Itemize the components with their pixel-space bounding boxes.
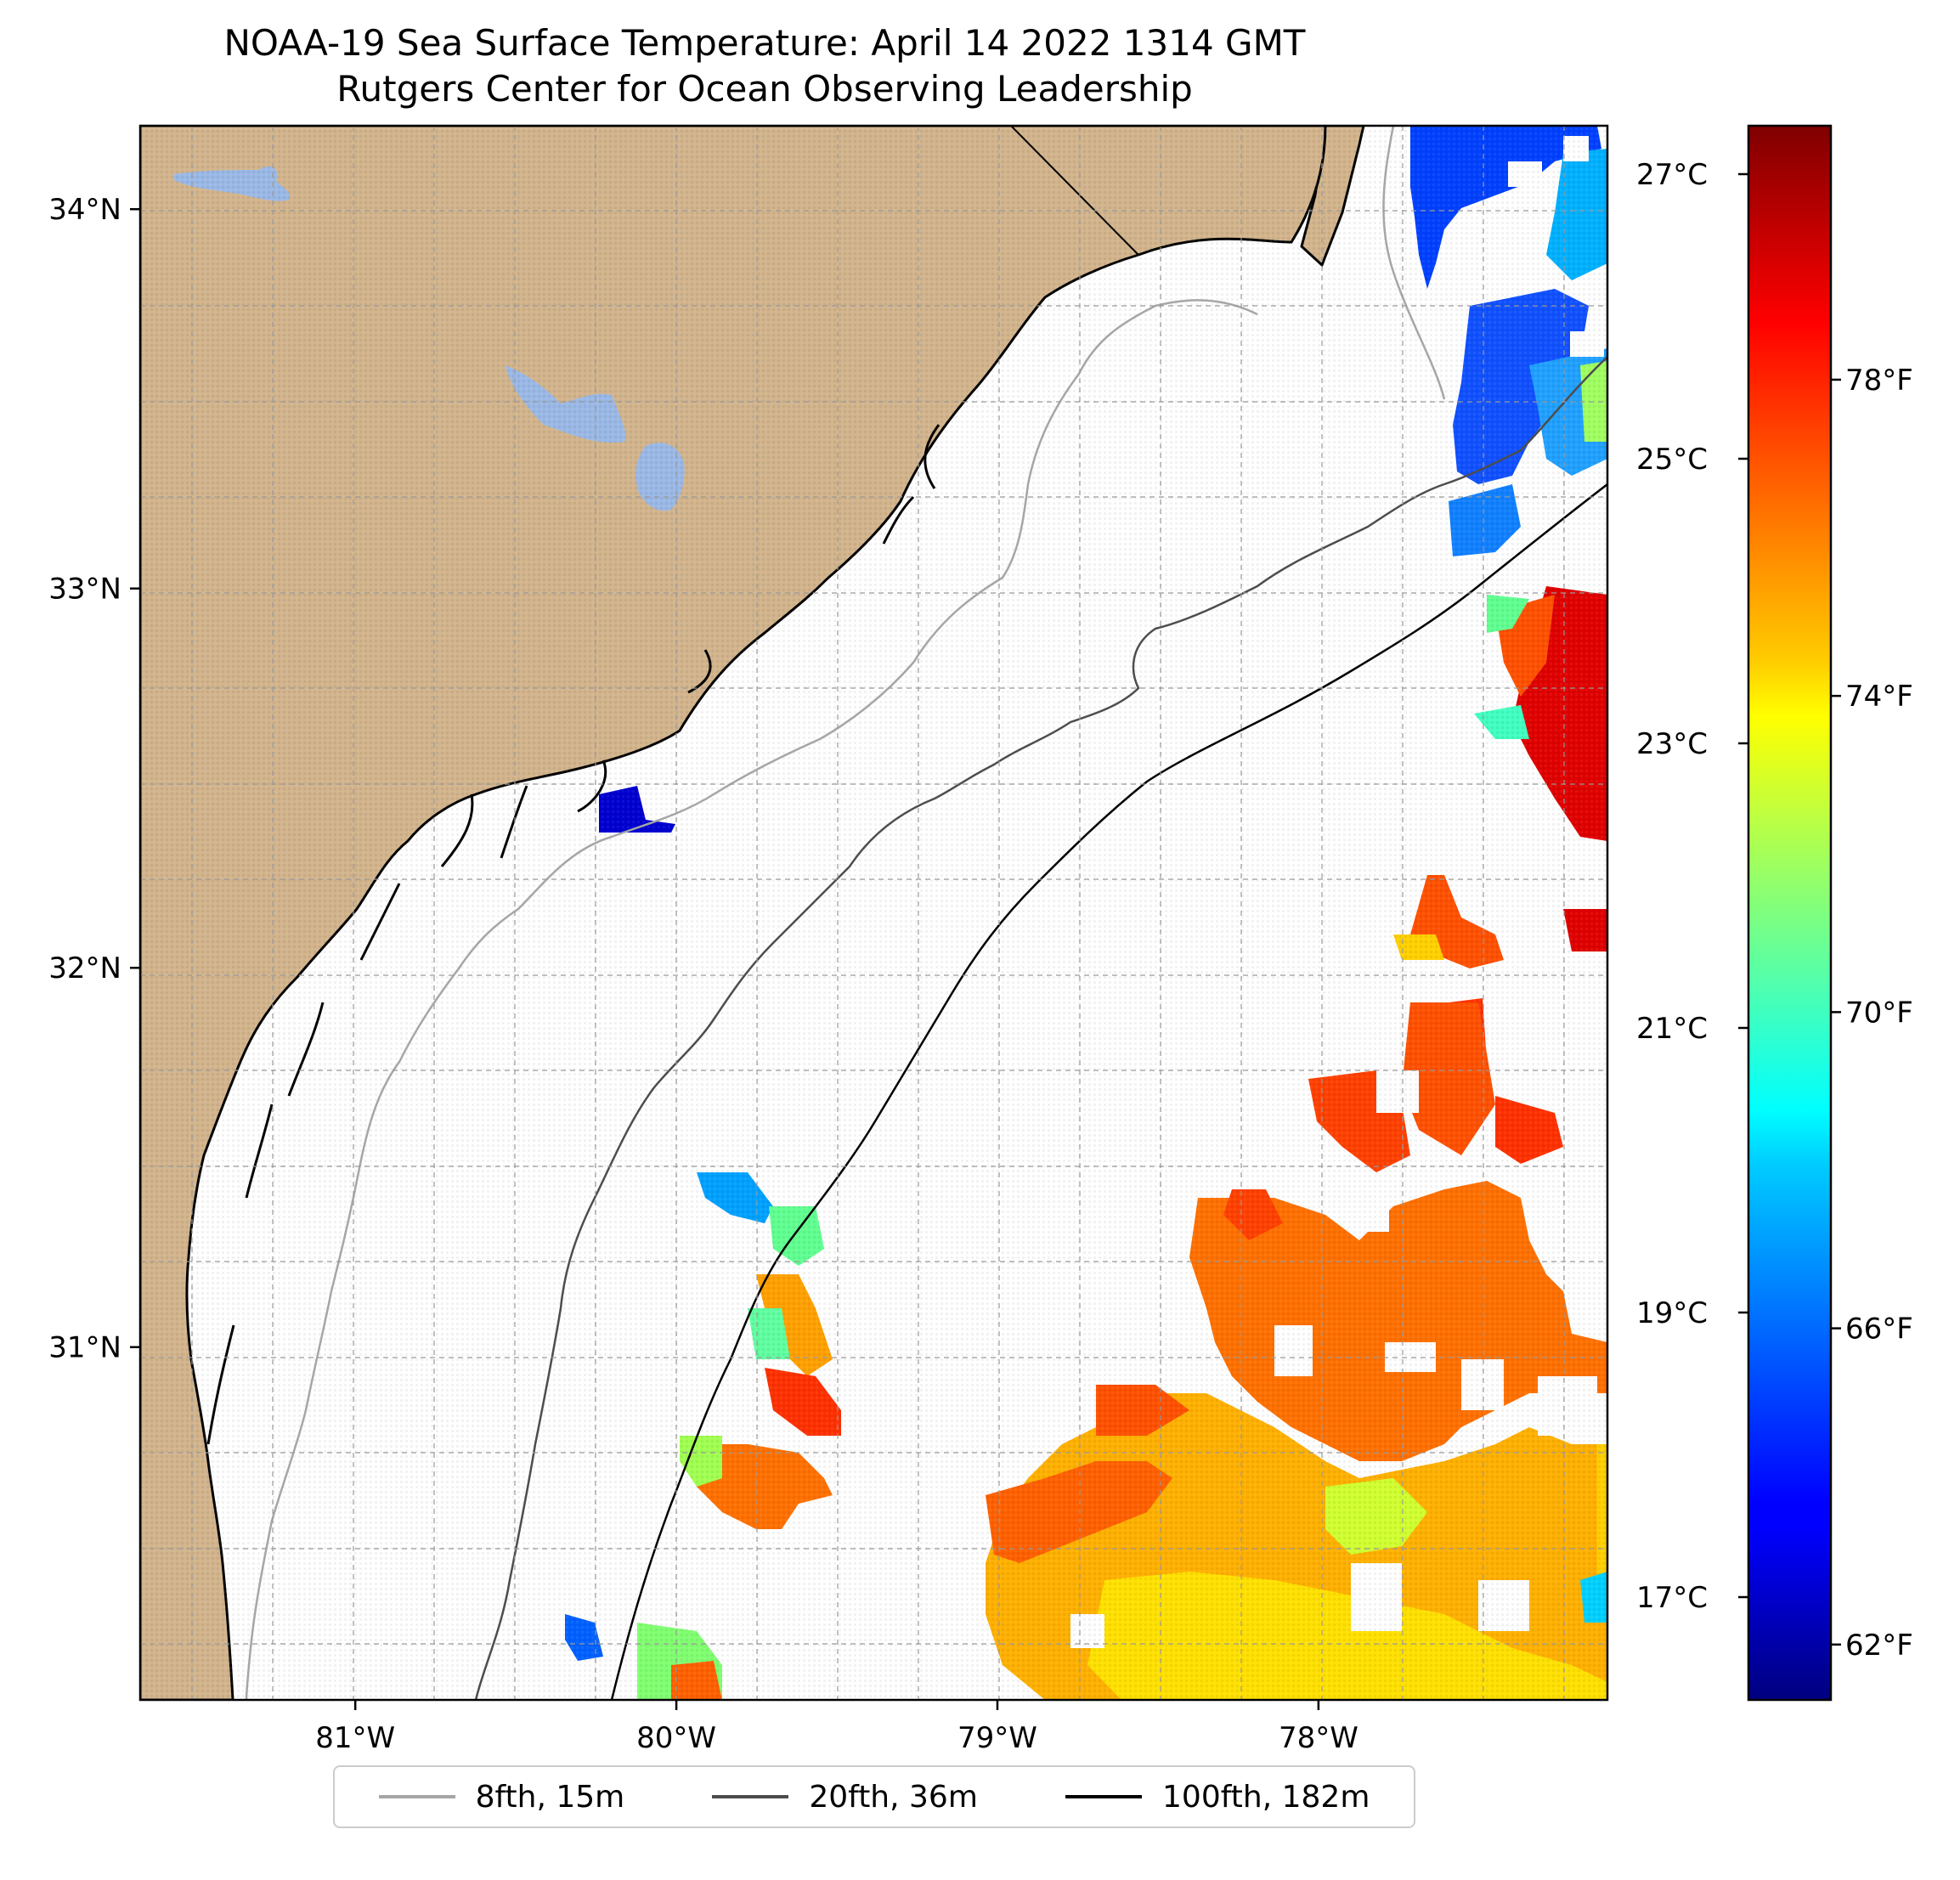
legend-label: 100fth, 182m: [1162, 1779, 1370, 1815]
celsius-tick-label: 23°C: [1636, 727, 1708, 761]
legend-line-swatch: [712, 1795, 789, 1798]
legend-line-swatch: [1065, 1795, 1143, 1798]
lon-tick-label: 81°W: [315, 1721, 395, 1755]
map-frame: [138, 124, 1609, 1702]
celsius-tick-label: 27°C: [1636, 158, 1708, 192]
latitude-axis: 34°N 33°N 32°N 31°N: [48, 193, 140, 1365]
map-subtitle: Rutgers Center for Ocean Observing Leade…: [336, 68, 1193, 110]
colorbar: [1747, 124, 1833, 1702]
colorbar-fahrenheit-axis: 78°F 74°F 70°F 66°F 62°F: [1831, 364, 1913, 1663]
legend-item: 20fth, 36m: [712, 1780, 978, 1815]
celsius-tick-label: 17°C: [1636, 1581, 1708, 1615]
isobath-100fth: [610, 483, 1607, 1700]
fahrenheit-tick-label: 62°F: [1845, 1629, 1913, 1663]
legend-label: 8fth, 15m: [475, 1779, 625, 1815]
isobath-8fth: [245, 126, 1446, 1700]
celsius-tick-label: 25°C: [1636, 443, 1708, 477]
isobath-20fth: [474, 356, 1607, 1700]
lon-tick-label: 79°W: [957, 1721, 1037, 1755]
map-title: NOAA-19 Sea Surface Temperature: April 1…: [223, 22, 1306, 64]
legend-item: 100fth, 182m: [1065, 1780, 1370, 1815]
fahrenheit-tick-label: 78°F: [1845, 364, 1913, 398]
lon-tick-label: 78°W: [1279, 1721, 1358, 1755]
lat-tick-label: 31°N: [48, 1331, 121, 1365]
celsius-tick-label: 21°C: [1636, 1012, 1708, 1046]
longitude-axis: 81°W 80°W 79°W 78°W: [315, 1700, 1358, 1755]
legend-label: 20fth, 36m: [809, 1779, 978, 1815]
fahrenheit-tick-label: 70°F: [1845, 996, 1913, 1030]
lat-tick-label: 32°N: [48, 951, 121, 985]
lat-tick-label: 33°N: [48, 573, 121, 607]
celsius-tick-label: 19°C: [1636, 1296, 1708, 1330]
lon-tick-label: 80°W: [636, 1721, 716, 1755]
fahrenheit-tick-label: 66°F: [1845, 1313, 1913, 1346]
legend-item: 8fth, 15m: [378, 1779, 625, 1815]
map-gridlines: [140, 126, 1607, 1700]
fahrenheit-tick-label: 74°F: [1845, 680, 1913, 714]
colorbar-celsius-axis: 27°C 25°C 23°C 21°C 19°C 17°C: [1636, 158, 1748, 1615]
legend-line-swatch: [378, 1795, 455, 1798]
lat-tick-label: 34°N: [48, 193, 121, 227]
isobath-legend: 8fth, 15m 20fth, 36m 100fth, 182m: [333, 1765, 1415, 1828]
